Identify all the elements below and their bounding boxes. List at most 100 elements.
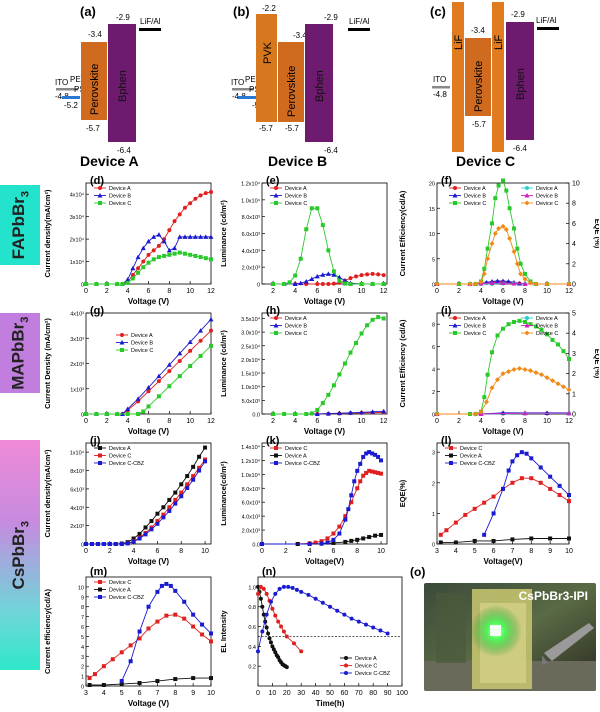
chart-m-ytick-label-6: 6 xyxy=(81,625,84,631)
chart-g-xtick-label-6: 12 xyxy=(207,418,215,425)
chart-e-series-0-point-10 xyxy=(348,276,353,281)
chart-k-xtick-label-4: 8 xyxy=(355,548,359,555)
chart-j-series-2-point-19 xyxy=(197,468,202,473)
chart-h-xtick-label-3: 8 xyxy=(337,418,341,425)
band-a-bphen-box xyxy=(108,24,136,142)
chart-m-series-0-point-12 xyxy=(191,624,196,629)
chart-h-xtick-label-4: 10 xyxy=(358,418,366,425)
chart-n-ylabel: EL Intensity xyxy=(219,609,228,652)
chart-m-ytick-label-8: 8 xyxy=(81,605,84,611)
chart-l-series-0-points xyxy=(438,476,571,537)
chart-k-series-2-point-2 xyxy=(319,541,324,546)
band-c-device-label: Device C xyxy=(456,153,515,169)
chart-i-series-2-point-6 xyxy=(490,350,494,355)
chart-i-legend-3-marker xyxy=(525,316,529,320)
chart-d-legend-1-marker xyxy=(97,193,103,198)
chart-h-series-1-point-3 xyxy=(325,411,331,416)
band-a-lifal-label: LiF/Al xyxy=(140,17,161,26)
chart-k-series-1-point-5 xyxy=(343,539,348,544)
chart-g-series-2-point-7 xyxy=(146,404,151,409)
chart-n-series-2-point-3 xyxy=(268,599,273,604)
chart-j-xtick-label-2: 4 xyxy=(132,548,136,555)
chart-g-series-1-point-11 xyxy=(187,339,193,345)
chart-d-ylabel: Current density(mA/cm²) xyxy=(43,189,52,277)
chart-m-series-1-point-3 xyxy=(137,681,142,686)
band-b-perovskite-bottom: -5.7 xyxy=(285,124,299,133)
chart-n-series-2-point-12 xyxy=(313,596,318,601)
chart-l-series-2-point-10 xyxy=(548,474,553,479)
chart-f-series-5-point-15 xyxy=(522,276,528,282)
chart-d-series-0-point-6 xyxy=(130,273,135,278)
band-b-lifal-line xyxy=(348,28,370,31)
chart-m-legend-0-marker xyxy=(98,580,102,584)
chart-h-ylabel: Luminance (cd/m²) xyxy=(219,330,228,397)
band-b-pvk-top: -2.2 xyxy=(262,4,276,13)
chart-h-series-2-points xyxy=(271,315,386,416)
chart-g-series-2-point-0 xyxy=(84,412,88,416)
device-photo-label: CsPbBr3-IPI xyxy=(518,589,588,603)
chart-e-xtick-label-5: 12 xyxy=(380,288,388,295)
chart-i-series-2-point-8 xyxy=(501,326,505,331)
chart-k-series-2-point-4 xyxy=(331,537,336,542)
chart-m-series-1-point-2 xyxy=(119,682,124,687)
chart-h-series-2-point-2 xyxy=(293,412,298,416)
chart-n-series-1-point-5 xyxy=(270,606,275,611)
chart-i-series-5-point-17 xyxy=(561,384,566,390)
chart-n-series-2-point-0 xyxy=(256,649,260,654)
chart-f-legend-4-label: Device B xyxy=(536,194,558,200)
chart-m-ytick-label-9: 9 xyxy=(81,595,84,601)
chart-k-ytick-label-4: 8.0x10³ xyxy=(242,487,261,493)
chart-k-series-2-point-5 xyxy=(337,531,342,536)
chart-n-xtick-label-5: 50 xyxy=(326,690,334,697)
chart-e-legend-2-label: Device C xyxy=(285,201,307,207)
band-c-bphen-top: -2.9 xyxy=(511,10,525,19)
chart-j-ytick-label-3: 6x10³ xyxy=(70,487,84,493)
chart-l-legend-0-marker xyxy=(449,446,453,450)
chart-i-series-5-point-13 xyxy=(539,372,544,378)
chart-i-series-2-point-5 xyxy=(485,372,490,377)
chart-k-series-0-point-16 xyxy=(373,470,378,475)
chart-g-legend-2-marker xyxy=(120,348,124,352)
chart-n-series-1-point-8 xyxy=(279,624,284,629)
chart-d-series-0-point-21 xyxy=(209,189,213,194)
chart-l-series-2-point-4 xyxy=(510,459,515,464)
chart-j-series-2-point-10 xyxy=(143,532,148,537)
chart-f-legend-0-marker xyxy=(453,186,457,190)
chart-l-series-0-point-11 xyxy=(538,480,543,485)
chart-f-series-1-point-7 xyxy=(495,278,500,283)
banner-fapbbr3-label: FAPbBr3 xyxy=(8,190,32,260)
chart-e-series-1-point-11 xyxy=(342,278,348,283)
chart-k-series-2-point-13 xyxy=(364,451,369,456)
chart-d-series-0-point-14 xyxy=(172,219,177,224)
band-a-ito-line xyxy=(56,88,78,91)
chart-f-series-4-point-5 xyxy=(511,280,517,286)
chart-g-xlabel: Voltage (V) xyxy=(128,427,170,436)
chart-k-series-0-point-9 xyxy=(349,500,354,505)
band-c-lifal-label: LiF/Al xyxy=(536,16,557,25)
chart-h-legend-1-marker xyxy=(273,323,279,328)
chart-n-series-2-point-17 xyxy=(349,616,354,621)
chart-j-series-2-point-17 xyxy=(185,485,190,490)
chart-k-series-2-points xyxy=(260,450,384,546)
chart-m-series-2-point-0 xyxy=(119,679,124,684)
chart-h: (h) 2 4 6 8 10 12 0.0 5.0x10³ 1.0x10⁴ 1.5x10⁴ 2.0x1… xyxy=(219,305,388,436)
chart-e-xtick-label-4: 10 xyxy=(358,288,366,295)
chart-l-series-2-point-9 xyxy=(538,465,543,470)
chart-l-series-1-point-2 xyxy=(472,538,477,543)
chart-e-series-2-point-3 xyxy=(293,273,298,278)
chart-m-xtick-label-7: 10 xyxy=(207,690,215,697)
chart-d-ytick-label-2: 2x10⁴ xyxy=(70,237,85,244)
chart-g-series-2-point-1 xyxy=(94,412,99,416)
chart-m-series-0-point-13 xyxy=(200,632,205,637)
chart-d-xtick-label-4: 8 xyxy=(167,288,171,295)
chart-e-ytick-label-6: 1.2x10⁴ xyxy=(241,181,261,188)
chart-i-ytick-label-3: 6 xyxy=(432,345,435,351)
band-b-bphen-bottom: -6.4 xyxy=(324,146,338,155)
chart-l-series-2-point-11 xyxy=(557,483,562,488)
chart-h-ytick-label-5: 2.5x10⁴ xyxy=(241,343,261,350)
chart-l-series-1-points xyxy=(438,536,571,545)
chart-j-series-2-point-16 xyxy=(179,494,184,499)
chart-h-legend-0-marker xyxy=(274,316,278,320)
chart-m-series-2-point-2 xyxy=(137,629,142,634)
